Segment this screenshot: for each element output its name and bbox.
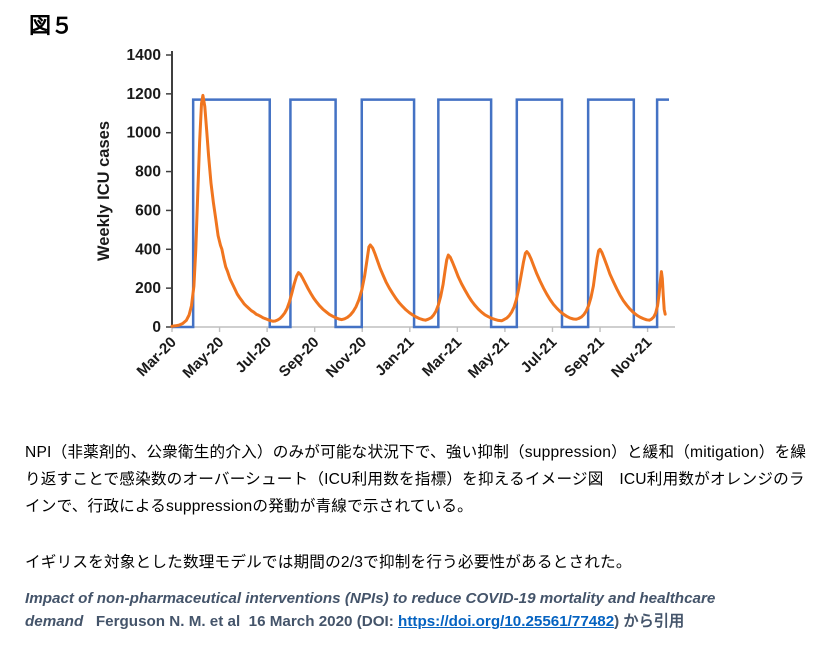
figure-label: 図５ [29,13,74,38]
y-tick-label: 400 [135,241,161,258]
y-tick-label: 1000 [127,125,161,142]
citation: Impact of non-pharmaceutical interventio… [25,587,805,633]
icu-suppression-chart: Mar-20 May-20 Jul-20 Sep-20 Nov-20 Jan-21 Mar-… [95,47,675,382]
x-tick-label: Sep-21 [561,334,608,381]
y-tick-label: 200 [135,280,161,297]
x-tick-label: Nov-21 [608,334,655,381]
y-tick-label: 1200 [127,86,161,103]
citation-suffix: ) から引用 [614,613,685,630]
citation-authors-date: Ferguson N. M. et al 16 March 2020 (DOI: [83,613,399,630]
x-tick-label: May-20 [179,334,227,382]
y-axis-title: Weekly ICU cases [95,121,113,261]
citation-title-line2: demand [25,613,84,630]
citation-title-line1: Impact of non-pharmaceutical interventio… [25,590,716,607]
icu-suppression-chart-wrap: Mar-20 May-20 Jul-20 Sep-20 Nov-20 Jan-21 Mar-… [92,34,732,400]
caption-paragraph-1: NPI（非薬剤的、公衆衛生的介入）のみが可能な状況下で、強い抑制（suppres… [25,444,807,515]
x-tick-label: Jan-21 [372,334,418,380]
icu-series-line [170,93,667,328]
caption-paragraph-2: イギリスを対象とした数理モデルでは期間の2/3で抑制を行う必要性があるとされた。 [25,554,632,571]
x-tick-label: May-21 [465,334,513,382]
y-tick-label: 800 [135,164,161,181]
y-tick-label: 600 [135,202,161,219]
x-tick-label: Nov-20 [323,334,370,381]
x-tick-label: Jul-21 [518,334,561,377]
x-tick-label: Mar-20 [134,334,180,380]
suppression-series-line [172,98,669,329]
x-tick-label: Jul-20 [232,334,275,377]
x-tick-label: Sep-20 [276,334,323,381]
y-tick-label: 0 [152,319,161,336]
y-tick-label: 1400 [127,47,161,64]
doi-link[interactable]: https://doi.org/10.25561/77482 [398,613,615,630]
x-tick-label: Mar-21 [419,334,465,380]
